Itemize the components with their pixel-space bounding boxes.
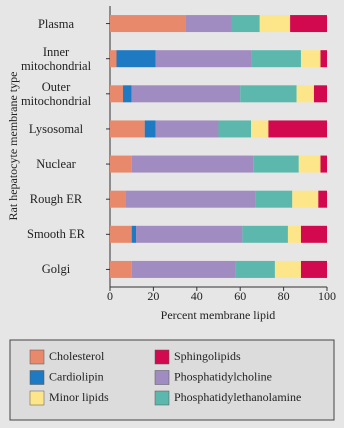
bar-segment: [144, 120, 156, 138]
bar-segment: [255, 190, 293, 208]
x-axis-title: Percent membrane lipid: [161, 308, 276, 322]
bar-segment: [259, 15, 291, 33]
bar-segment: [110, 190, 126, 208]
bar-segment: [110, 50, 117, 68]
x-tick-label: 0: [107, 289, 113, 303]
bar-segment: [290, 15, 327, 33]
x-tick-label: 80: [278, 289, 290, 303]
bar-segment: [110, 85, 124, 103]
x-tick-label: 100: [318, 289, 336, 303]
bar-segment: [110, 225, 132, 243]
y-axis-title: Rat hepatocyte membrane type: [6, 72, 20, 221]
bar-segment: [253, 155, 299, 173]
y-tick-label: Outer mitochondrial: [20, 79, 92, 108]
legend-label: Sphingolipids: [174, 349, 241, 363]
legend-label: Cholesterol: [49, 349, 105, 363]
legend-swatch: [29, 370, 45, 385]
y-tick-label: Smooth ER: [27, 227, 85, 242]
bar-segment: [251, 50, 301, 68]
y-tick-label: Plasma: [37, 16, 75, 31]
bar-segment: [125, 190, 256, 208]
bar-segment: [300, 50, 321, 68]
bar-segment: [320, 155, 327, 173]
bar-segment: [231, 15, 260, 33]
bar-segment: [320, 50, 327, 68]
legend-box: [9, 339, 335, 421]
bar-segment: [240, 85, 297, 103]
bar-segment: [318, 190, 327, 208]
legend-swatch: [29, 390, 45, 406]
bar-segment: [274, 260, 301, 278]
bar-segment: [110, 15, 186, 33]
bar-segment: [287, 225, 301, 243]
bar-segment: [313, 85, 327, 103]
bar-segment: [296, 85, 314, 103]
legend-label: Phosphatidylethanolamine: [174, 390, 301, 404]
bar-segment: [123, 85, 132, 103]
bar-segment: [136, 225, 243, 243]
bar-segment: [131, 155, 254, 173]
legend-label: Phosphatidylcholine: [174, 369, 272, 383]
bar-segment: [110, 120, 145, 138]
legend-swatch: [154, 390, 170, 406]
y-tick-label: Nuclear: [36, 157, 76, 172]
bar-segment: [292, 190, 319, 208]
bar-segment: [300, 260, 327, 278]
bar-segment: [131, 225, 137, 243]
legend-swatch: [154, 370, 170, 385]
bar-segment: [268, 120, 327, 138]
legend-label: Cardiolipin: [49, 369, 104, 383]
bar-segment: [235, 260, 275, 278]
bar-segment: [218, 120, 252, 138]
legend-label: Minor lipids: [49, 390, 109, 404]
y-tick-label: Golgi: [41, 262, 71, 277]
bar-segment: [116, 50, 156, 68]
x-tick-label: 20: [147, 289, 159, 303]
bar-segment: [155, 120, 219, 138]
x-tick-label: 40: [191, 289, 203, 303]
legend-swatch: [29, 349, 45, 365]
bar-segment: [298, 155, 321, 173]
bar-segment: [110, 260, 132, 278]
y-tick-label: Lysosomal: [28, 121, 84, 136]
bar-segment: [131, 85, 241, 103]
bar-segment: [251, 120, 269, 138]
bar-segment: [131, 260, 236, 278]
bar-segment: [185, 15, 232, 33]
x-tick-label: 60: [234, 289, 246, 303]
y-tick-label: Rough ER: [29, 192, 83, 207]
legend-swatch: [154, 349, 170, 365]
bar-segment: [155, 50, 252, 68]
bar-segment: [110, 155, 132, 173]
y-tick-label: Inner mitochondrial: [20, 44, 92, 73]
bar-segment: [242, 225, 288, 243]
bar-segment: [300, 225, 327, 243]
